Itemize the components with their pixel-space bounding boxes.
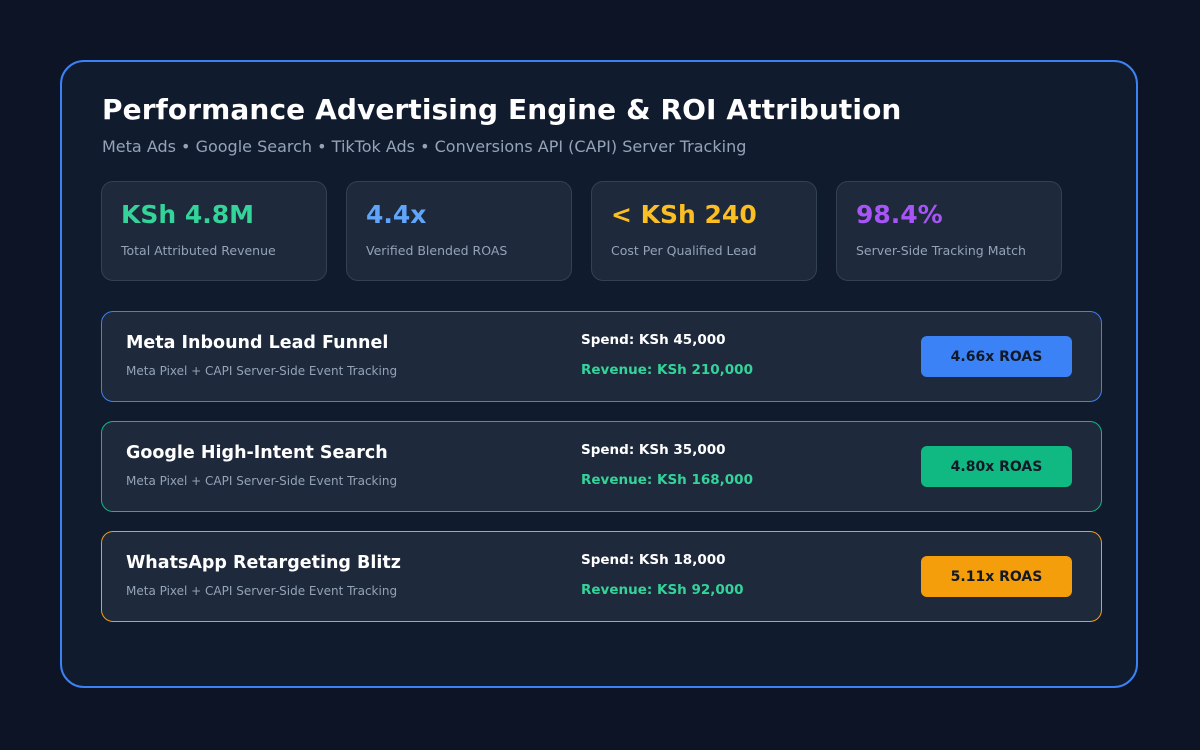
dashboard-panel: Performance Advertising Engine & ROI Att…: [60, 60, 1138, 688]
metric-card-roas: 4.4x Verified Blended ROAS: [346, 181, 572, 281]
roas-badge: 4.80x ROAS: [921, 446, 1072, 487]
metric-value: 98.4%: [856, 200, 943, 229]
campaign-card-meta[interactable]: Meta Inbound Lead Funnel Meta Pixel + CA…: [101, 311, 1102, 402]
metric-card-cost-per-lead: < KSh 240 Cost Per Qualified Lead: [591, 181, 817, 281]
campaign-name: Google High-Intent Search: [126, 443, 388, 463]
metric-value: KSh 4.8M: [121, 200, 255, 229]
campaign-spend: Spend: KSh 18,000: [581, 552, 726, 568]
campaign-revenue: Revenue: KSh 210,000: [581, 362, 753, 378]
campaign-tracking-label: Meta Pixel + CAPI Server-Side Event Trac…: [126, 474, 398, 488]
campaign-name: WhatsApp Retargeting Blitz: [126, 553, 401, 573]
page-subtitle: Meta Ads • Google Search • TikTok Ads • …: [102, 137, 747, 156]
campaign-card-whatsapp[interactable]: WhatsApp Retargeting Blitz Meta Pixel + …: [101, 531, 1102, 622]
page-title: Performance Advertising Engine & ROI Att…: [102, 93, 902, 126]
metric-card-tracking-match: 98.4% Server-Side Tracking Match: [836, 181, 1062, 281]
campaign-spend: Spend: KSh 45,000: [581, 332, 726, 348]
roas-badge: 4.66x ROAS: [921, 336, 1072, 377]
roas-badge: 5.11x ROAS: [921, 556, 1072, 597]
metric-label: Total Attributed Revenue: [121, 243, 276, 258]
metric-value: 4.4x: [366, 200, 427, 229]
campaign-card-google[interactable]: Google High-Intent Search Meta Pixel + C…: [101, 421, 1102, 512]
metric-label: Server-Side Tracking Match: [856, 243, 1026, 258]
metric-label: Verified Blended ROAS: [366, 243, 508, 258]
campaign-revenue: Revenue: KSh 92,000: [581, 582, 744, 598]
campaign-revenue: Revenue: KSh 168,000: [581, 472, 753, 488]
campaign-tracking-label: Meta Pixel + CAPI Server-Side Event Trac…: [126, 584, 398, 598]
metric-value: < KSh 240: [611, 200, 757, 229]
metric-card-revenue: KSh 4.8M Total Attributed Revenue: [101, 181, 327, 281]
campaign-name: Meta Inbound Lead Funnel: [126, 333, 389, 353]
campaign-spend: Spend: KSh 35,000: [581, 442, 726, 458]
metric-label: Cost Per Qualified Lead: [611, 243, 757, 258]
campaign-tracking-label: Meta Pixel + CAPI Server-Side Event Trac…: [126, 364, 398, 378]
